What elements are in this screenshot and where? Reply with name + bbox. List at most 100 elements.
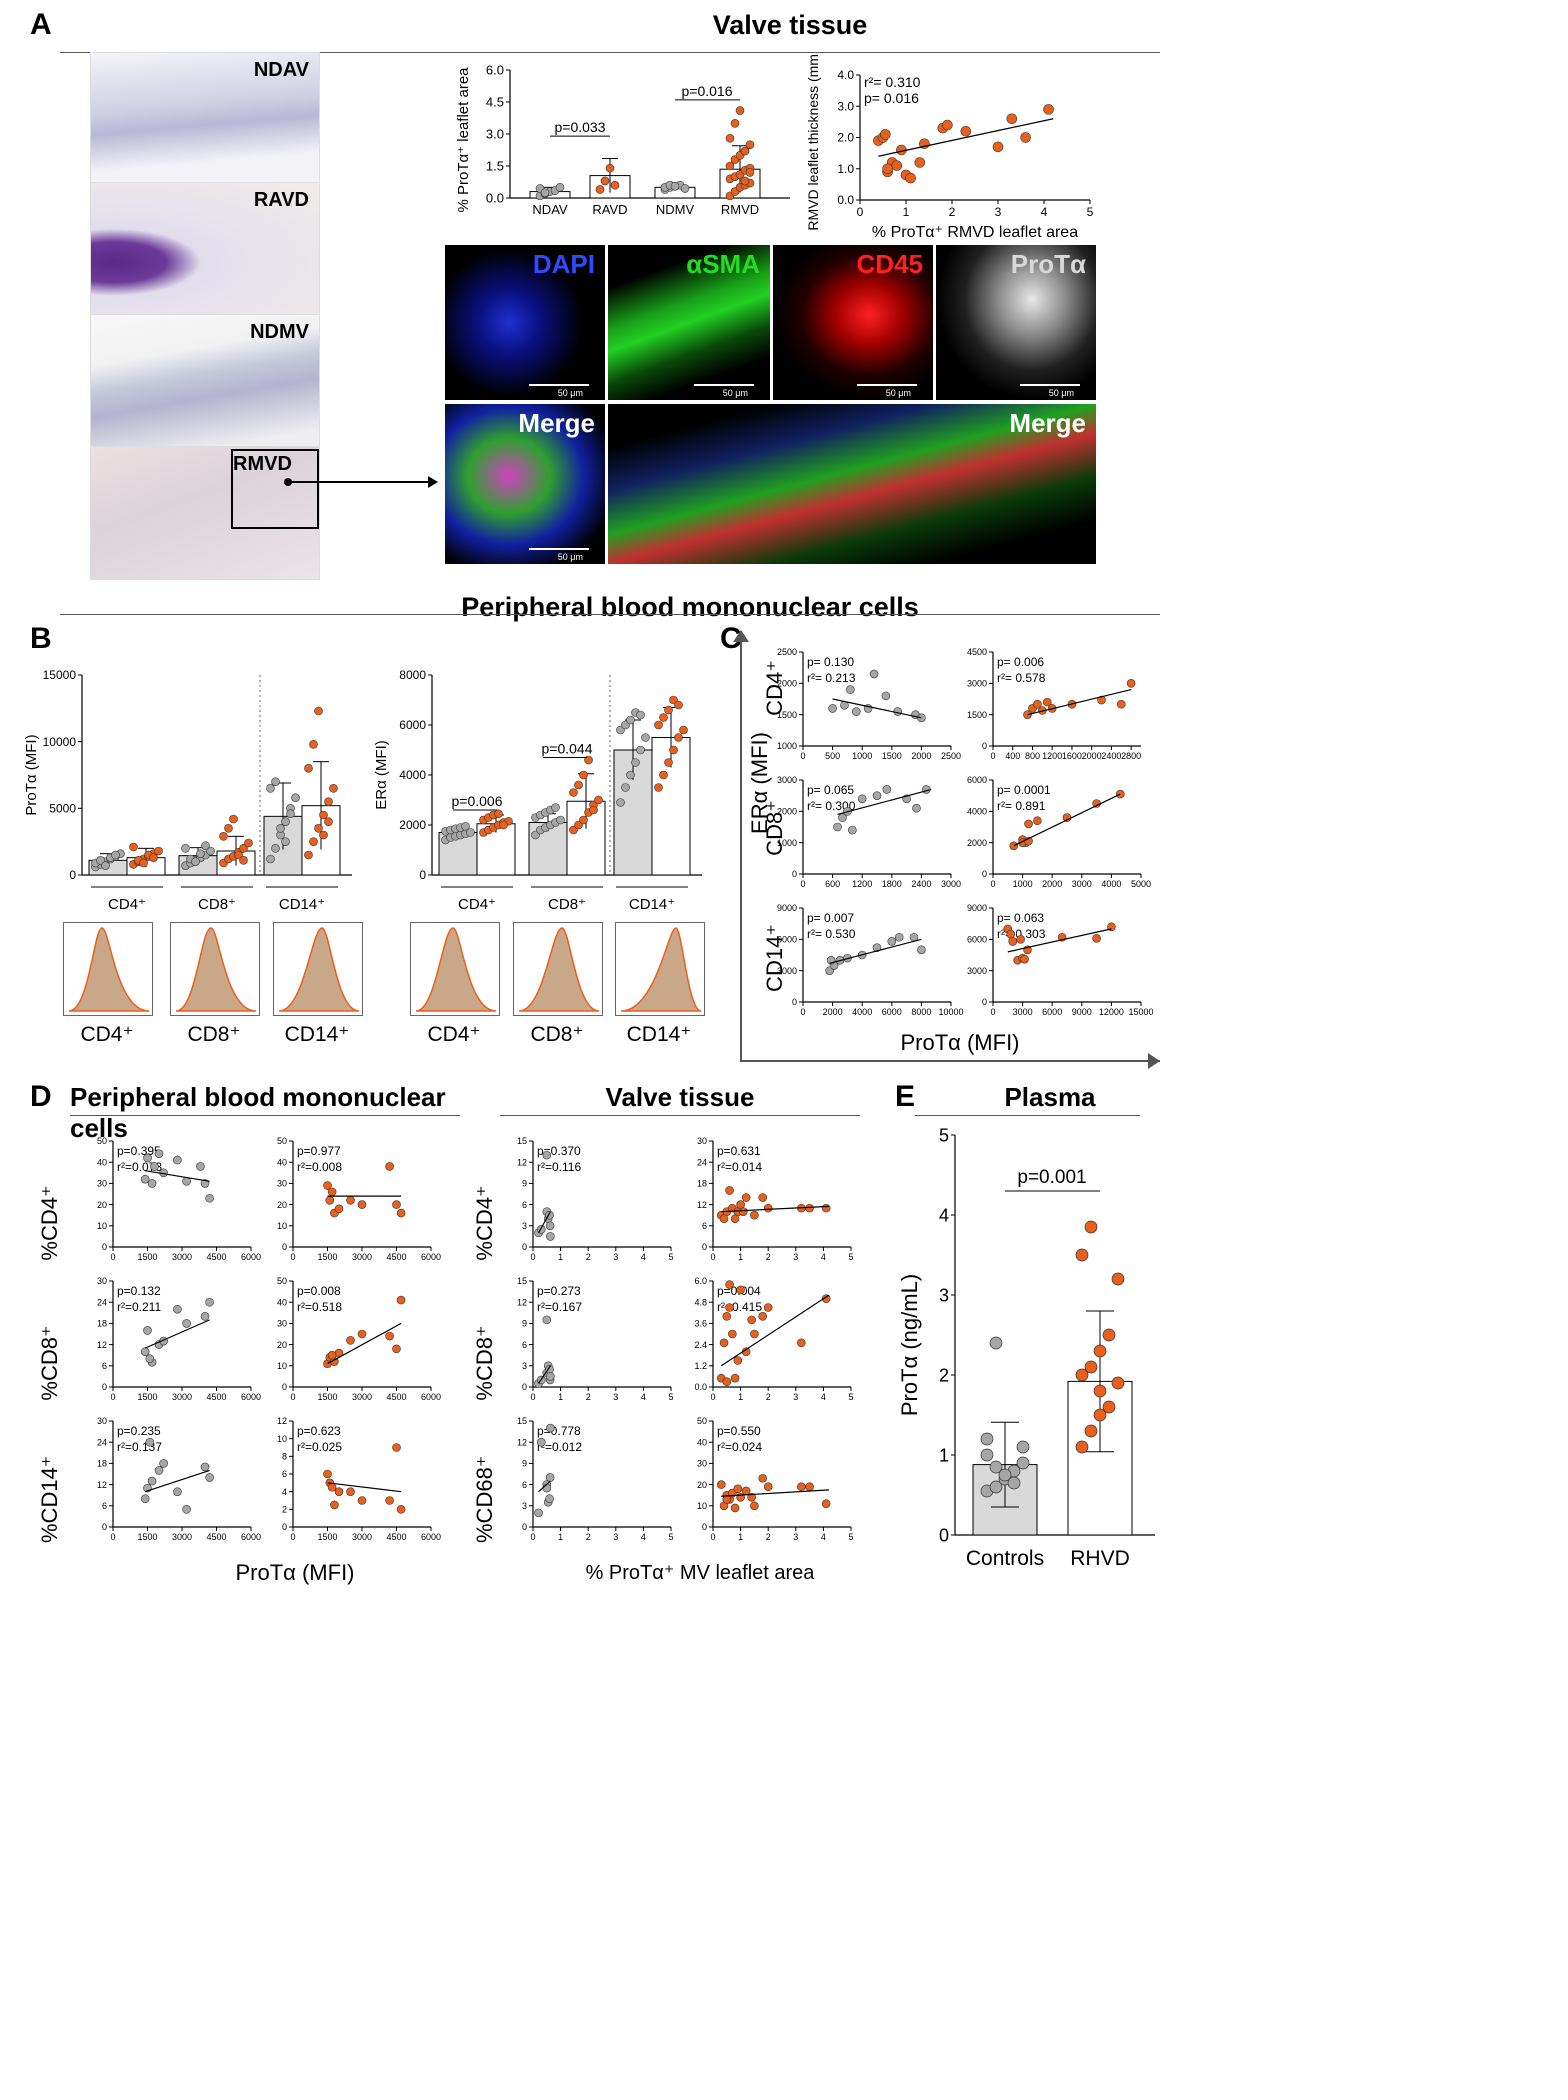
- x-tick-label: CD8⁺: [198, 896, 236, 913]
- d-row-label: %CD68⁺: [472, 1455, 497, 1543]
- ihc-label: NDAV: [253, 59, 309, 81]
- x-tick-label: 4500: [206, 1252, 226, 1262]
- d-title-valve: Valve tissue: [605, 1082, 755, 1112]
- y-tick-label: 12: [277, 1416, 287, 1426]
- data-point: [205, 1193, 214, 1203]
- y-tick-label: 1.2: [694, 1361, 707, 1371]
- x-tick-label: 1800: [882, 879, 902, 889]
- regression-line: [538, 1365, 551, 1384]
- stat-label: r²=0.137: [117, 1440, 162, 1454]
- data-point: [758, 1312, 767, 1321]
- data-point: [989, 1336, 1003, 1350]
- stat-label: p=0.273: [537, 1284, 581, 1298]
- x-tick-label: 4: [641, 1252, 646, 1262]
- y-tick-label: 10: [97, 1221, 107, 1231]
- y-tick-label: 0: [282, 1382, 287, 1392]
- x-tick-label: 3: [613, 1252, 618, 1262]
- data-point: [205, 1297, 214, 1307]
- if-label: Merge: [1009, 408, 1086, 438]
- data-point: [229, 814, 238, 824]
- y-tick-label: 40: [277, 1297, 287, 1307]
- data-point: [887, 937, 897, 946]
- ihc-label: RAVD: [253, 189, 309, 211]
- chart-e-plasma: 0 1 2 3 4 5 ProTα (ng/mL) Controls RHVD p=0.001: [897, 1125, 1155, 1570]
- data-point: [219, 832, 228, 841]
- y-tick-label: 0: [792, 997, 797, 1007]
- y-tick-label: 2000: [967, 838, 987, 848]
- data-point: [1007, 1476, 1021, 1490]
- hist-label: CD14⁺: [284, 1023, 350, 1046]
- y-tick-label: 0: [522, 1522, 527, 1532]
- stat-label: r²=0.024: [717, 1440, 762, 1454]
- y-axis-label: ProTα (MFI): [23, 734, 40, 815]
- x-tick-label: 2: [766, 1392, 771, 1402]
- data-point: [173, 1487, 182, 1496]
- x-tick-label: RHVD: [1070, 1547, 1130, 1570]
- p-value: p=0.044: [542, 741, 593, 757]
- section-rule: [500, 1115, 860, 1116]
- data-point: [304, 850, 313, 860]
- data-point: [334, 1487, 344, 1496]
- x-tick-label: 1500: [317, 1392, 337, 1402]
- x-tick-label: 6000: [241, 1532, 261, 1542]
- data-point: [1092, 933, 1101, 943]
- data-point: [200, 1312, 210, 1321]
- y-tick-label: 24: [697, 1157, 707, 1167]
- data-point: [314, 824, 323, 833]
- stat-label: r²= 0.530: [807, 927, 856, 941]
- data-point: [851, 707, 861, 716]
- y-tick-label: 20: [697, 1480, 707, 1490]
- data-point: [239, 856, 248, 865]
- data-point: [998, 1468, 1012, 1482]
- data-point: [805, 1482, 814, 1492]
- data-point: [1016, 1440, 1030, 1454]
- y-tick-label: 30: [97, 1416, 107, 1426]
- hist-label: CD4⁺: [80, 1023, 134, 1046]
- data-point: [201, 841, 210, 850]
- x-tick-label: 5: [1087, 205, 1094, 219]
- if-label: Merge: [518, 408, 595, 438]
- data-point: [143, 1153, 152, 1163]
- data-point: [140, 1494, 150, 1504]
- data-point: [392, 1200, 401, 1209]
- y-tick-label: 50: [697, 1416, 707, 1426]
- x-tick-label: 2: [949, 205, 956, 219]
- ihc-label: NDMV: [250, 321, 309, 343]
- y-tick-label: 12: [517, 1297, 527, 1307]
- y-tick-label: 6.0: [486, 63, 504, 78]
- regression-line: [1013, 793, 1121, 847]
- y-tick-label: 30: [697, 1136, 707, 1146]
- regression-line: [721, 1489, 829, 1497]
- data-point: [891, 160, 903, 171]
- data-point: [641, 733, 650, 742]
- stat-label: p=0.008: [297, 1284, 341, 1298]
- y-tick-label: 6000: [399, 718, 426, 732]
- x-tick-label: 1000: [1013, 879, 1033, 889]
- d-xlabel-left: ProTα (MFI): [235, 1560, 355, 1585]
- data-point: [881, 691, 891, 701]
- data-point: [542, 1315, 552, 1325]
- x-tick-label: 1: [558, 1392, 563, 1402]
- data-point: [309, 837, 318, 846]
- data-point: [1102, 1400, 1116, 1414]
- y-tick-label: 1000: [777, 838, 797, 848]
- data-point: [882, 163, 893, 175]
- data-point: [735, 106, 745, 115]
- y-tick-label: 20: [97, 1200, 107, 1210]
- y-tick-label: 9: [522, 1459, 527, 1469]
- y-tick-label: 18: [97, 1319, 107, 1329]
- histogram-cd4-prota: [63, 922, 153, 1016]
- regression-line: [837, 788, 932, 816]
- y-tick-label: 1000: [777, 741, 797, 751]
- data-point: [1020, 132, 1031, 143]
- panel-label-a: A: [30, 8, 52, 41]
- y-tick-label: 4.5: [486, 95, 504, 110]
- stat-label: p=0.132: [117, 1284, 161, 1298]
- data-point: [880, 129, 891, 140]
- y-tick-label: 8000: [399, 668, 426, 682]
- stat-label: p= 0.130: [807, 655, 854, 669]
- x-tick-label: 3000: [352, 1532, 372, 1542]
- d-xlabel-right: % ProTα⁺ MV leaflet area: [585, 1562, 815, 1584]
- data-point: [324, 817, 333, 826]
- data-point: [747, 1315, 756, 1325]
